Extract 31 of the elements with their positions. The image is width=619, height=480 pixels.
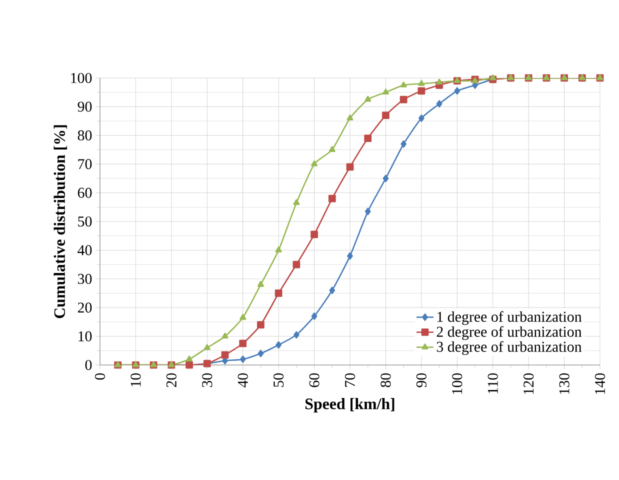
y-tick-label: 100 <box>71 72 92 84</box>
y-tick-label: 20 <box>78 302 92 313</box>
y-axis-title: Cumulative distribution [%] <box>54 125 67 318</box>
x-tick-label: 90 <box>416 373 426 388</box>
x-tick-label: 30 <box>202 373 212 387</box>
x-tick-label: 70 <box>344 373 356 387</box>
y-tick-label: 40 <box>78 245 92 256</box>
x-tick-label: 120 <box>524 373 534 394</box>
y-tick-label: 0 <box>85 360 92 370</box>
x-tick-label: 80 <box>380 373 391 388</box>
x-tick-label: 10 <box>130 373 141 386</box>
legend-label: 3 degree of urbanization <box>436 341 582 355</box>
y-tick-label: 80 <box>78 130 92 140</box>
y-tick-label: 70 <box>78 159 92 170</box>
y-tick-label: 30 <box>78 274 92 284</box>
x-tick-label: 100 <box>452 373 462 394</box>
legend-label: 2 degree of urbanization <box>436 326 582 340</box>
x-tick-label: 60 <box>309 373 320 388</box>
x-tick-label: 20 <box>166 373 176 388</box>
y-tick-label: 60 <box>78 188 92 198</box>
y-tick-label: 50 <box>78 216 92 227</box>
x-tick-label: 140 <box>594 373 606 394</box>
x-tick-label: 50 <box>274 373 284 387</box>
legend-label: 1 degree of urbanization <box>437 311 582 325</box>
x-tick-label: 110 <box>488 373 498 394</box>
x-tick-label: 0 <box>94 373 106 380</box>
x-axis-title: Speed [km/h] <box>305 398 394 412</box>
x-tick-label: 130 <box>559 373 570 394</box>
x-tick-label: 40 <box>238 373 248 388</box>
y-tick-label: 10 <box>78 331 92 342</box>
y-tick-label: 90 <box>78 102 92 112</box>
